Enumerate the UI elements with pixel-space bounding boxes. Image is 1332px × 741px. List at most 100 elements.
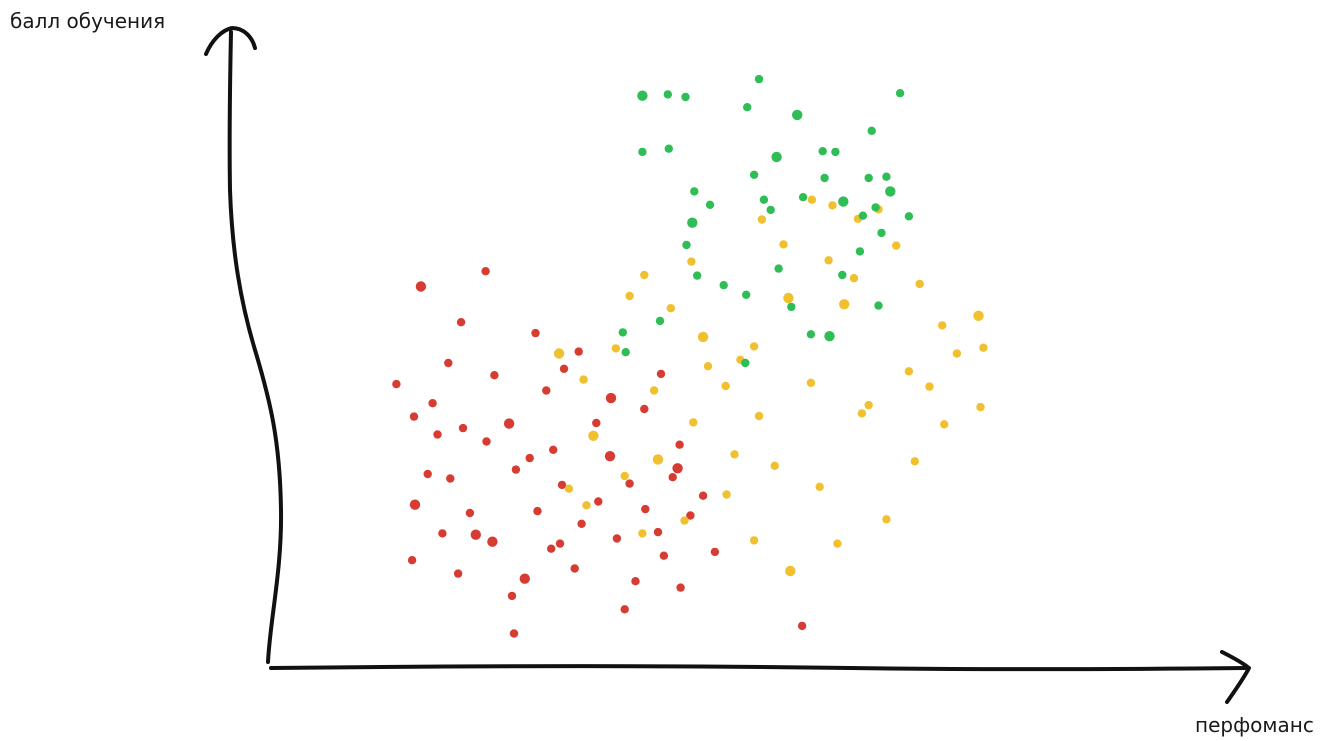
data-point [570, 564, 579, 573]
data-point [686, 511, 695, 520]
data-point [620, 605, 629, 614]
data-point [649, 386, 659, 395]
data-point [698, 491, 708, 500]
data-point [637, 90, 648, 101]
data-point [938, 321, 947, 330]
data-point [697, 331, 709, 343]
data-point [511, 465, 521, 474]
data-point [754, 411, 764, 421]
data-point [487, 536, 498, 547]
data-point [858, 211, 868, 220]
data-point [952, 349, 962, 358]
data-point [444, 358, 453, 368]
data-point [693, 271, 702, 280]
data-point [655, 316, 665, 326]
data-point [904, 212, 914, 221]
data-point [664, 144, 673, 153]
data-point [771, 151, 782, 163]
data-point [770, 461, 779, 470]
data-point [710, 547, 720, 557]
x-axis-line [269, 664, 1248, 672]
data-point [703, 362, 713, 371]
data-point [640, 270, 649, 280]
data-point [895, 89, 905, 98]
data-point [553, 348, 565, 359]
data-point [625, 291, 634, 301]
data-point [849, 274, 859, 283]
data-point [925, 382, 934, 391]
data-point [871, 203, 880, 212]
data-point [680, 516, 689, 525]
data-point [792, 109, 803, 121]
data-point [864, 400, 873, 410]
data-point [604, 451, 616, 462]
data-point [482, 437, 491, 446]
data-point [672, 463, 683, 474]
data-point [631, 577, 640, 586]
data-point [774, 264, 783, 273]
data-point [652, 454, 664, 465]
data-point [754, 74, 764, 84]
data-point [509, 629, 519, 638]
data-point [533, 506, 542, 516]
data-point [687, 217, 698, 228]
data-point [612, 534, 622, 543]
data-point [641, 504, 650, 514]
data-point [877, 228, 886, 238]
data-point [910, 457, 919, 466]
data-point [824, 331, 835, 342]
x-axis-label: перфоманс [1195, 713, 1314, 737]
data-point [625, 479, 634, 488]
data-point [857, 409, 867, 418]
data-point [979, 343, 988, 352]
data-point [705, 200, 715, 209]
data-point [433, 430, 442, 439]
data-point [592, 418, 601, 428]
data-point [547, 544, 556, 553]
data-point [797, 621, 807, 631]
data-point [577, 519, 586, 528]
data-point [574, 347, 583, 356]
data-point [594, 497, 603, 506]
data-point [885, 186, 896, 197]
data-point [743, 103, 752, 112]
data-point [818, 147, 827, 156]
data-point [867, 126, 876, 135]
data-point [806, 330, 816, 339]
data-point [757, 215, 767, 224]
data-point [490, 371, 499, 380]
data-point [465, 508, 475, 518]
data-point [815, 482, 824, 491]
data-point [458, 423, 468, 433]
data-point [620, 471, 629, 481]
data-point [766, 205, 775, 215]
data-point [973, 310, 984, 321]
data-point [640, 404, 649, 414]
data-point [549, 445, 558, 454]
data-point [409, 499, 421, 510]
data-point [519, 573, 530, 584]
data-point [820, 173, 829, 183]
data-point [741, 358, 750, 368]
data-point [618, 328, 627, 337]
data-point [785, 565, 796, 577]
data-point [438, 529, 447, 538]
data-point [719, 281, 728, 290]
data-point [582, 501, 591, 510]
data-point [656, 369, 666, 379]
data-point [892, 241, 901, 250]
data-point [638, 529, 647, 538]
data-point [663, 90, 672, 99]
data-point [838, 270, 847, 280]
y-axis-arrow [204, 26, 257, 56]
data-point [392, 379, 401, 389]
data-point [749, 342, 759, 351]
data-point [798, 193, 808, 202]
data-point [675, 440, 684, 449]
data-point [783, 292, 794, 304]
data-point [721, 381, 730, 391]
data-point [666, 304, 675, 313]
data-point [828, 201, 837, 210]
data-point [874, 301, 883, 310]
data-point [833, 539, 842, 548]
